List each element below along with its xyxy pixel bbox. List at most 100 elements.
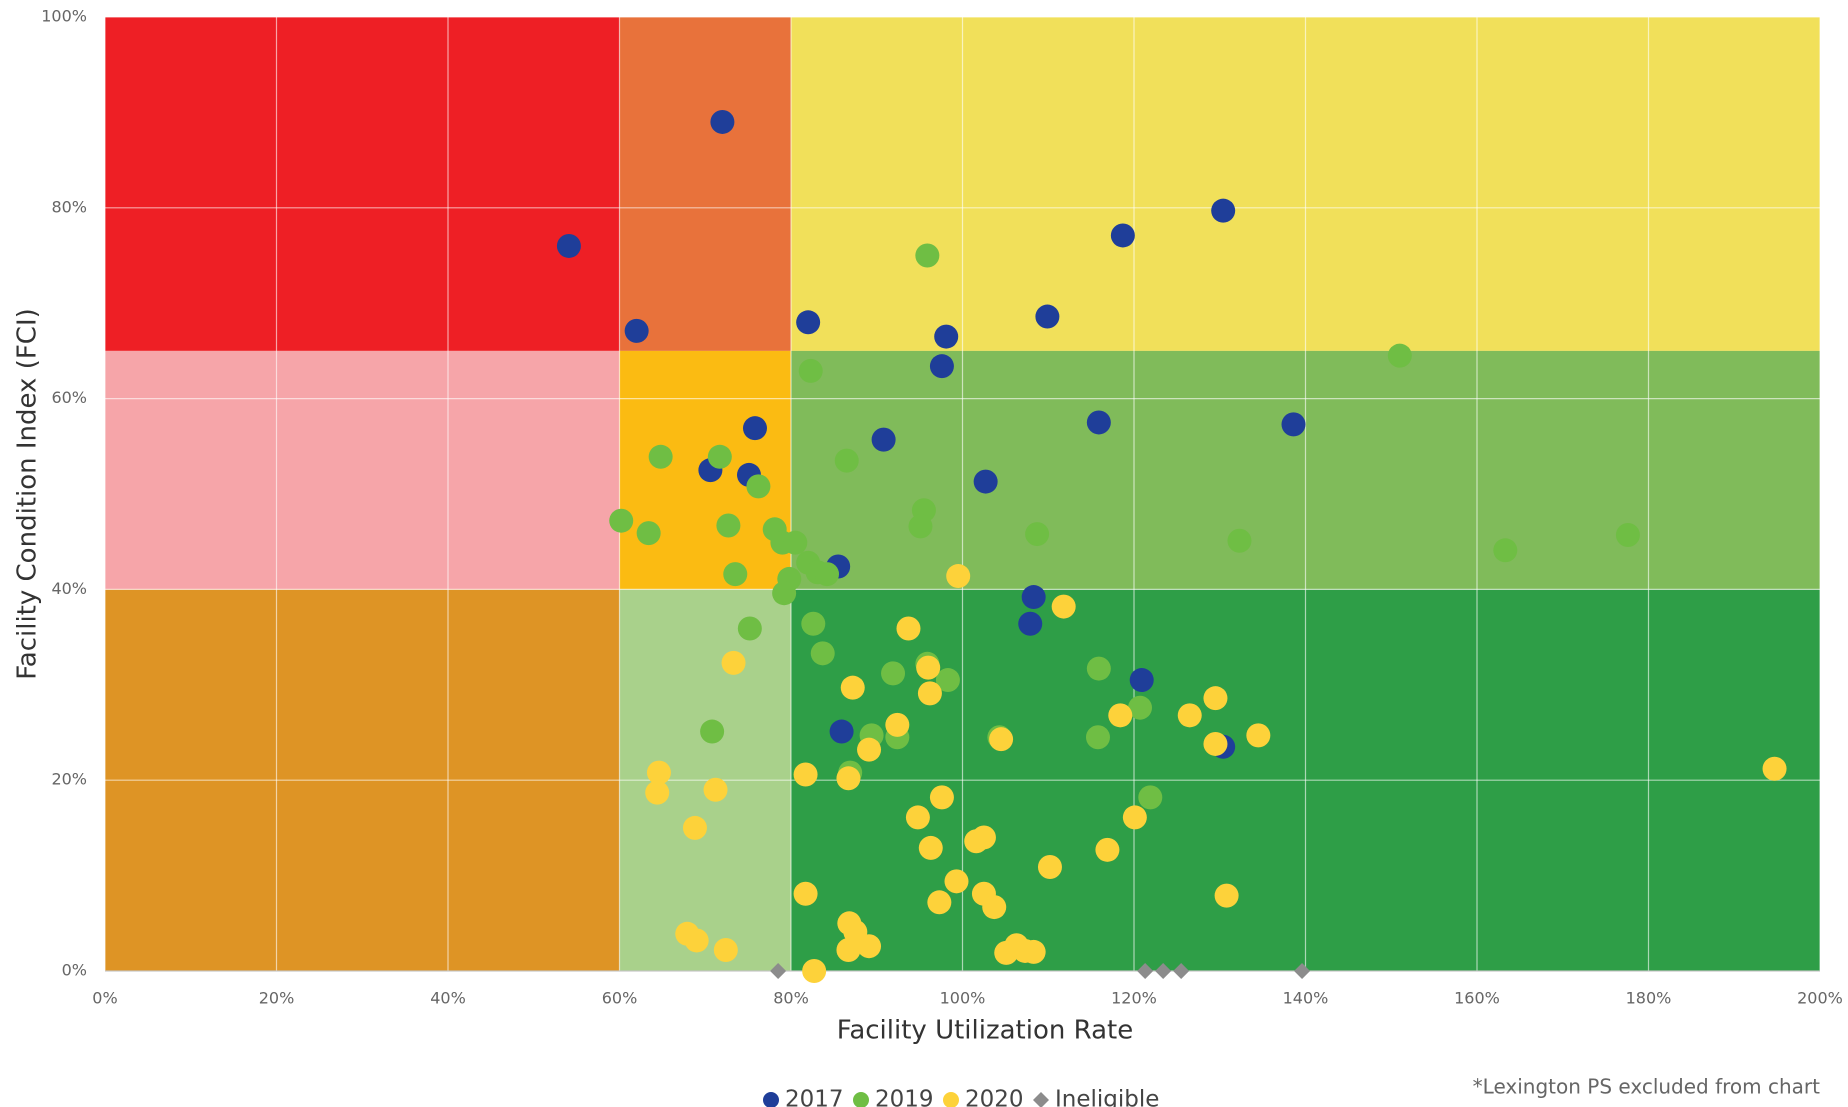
x-tick-label: 180% <box>1626 989 1672 1008</box>
marker <box>908 514 933 539</box>
marker <box>1033 1092 1049 1107</box>
marker <box>971 825 996 850</box>
marker <box>1122 805 1147 830</box>
marker <box>609 508 634 533</box>
marker <box>915 243 940 268</box>
marker <box>1387 343 1412 368</box>
marker <box>703 777 728 802</box>
marker <box>645 780 670 805</box>
marker <box>802 959 827 983</box>
series <box>556 109 1306 759</box>
x-tick-label: 100% <box>940 989 986 1008</box>
marker <box>1086 410 1111 435</box>
marker <box>810 641 835 666</box>
marker <box>707 444 732 469</box>
x-tick-label: 200% <box>1797 989 1843 1008</box>
x-tick-label: 20% <box>259 989 295 1008</box>
marker <box>1227 528 1252 553</box>
marker <box>1129 668 1154 693</box>
y-tick-label: 100% <box>41 7 87 26</box>
marker <box>1137 963 1154 979</box>
marker <box>871 427 896 452</box>
marker <box>929 785 954 810</box>
marker <box>1615 523 1640 548</box>
marker <box>624 318 649 343</box>
marker <box>1173 963 1190 979</box>
marker <box>801 611 826 636</box>
marker <box>836 938 861 963</box>
marker <box>934 324 959 349</box>
y-tick-label: 40% <box>51 579 87 598</box>
marker <box>973 469 998 494</box>
marker <box>1762 756 1787 781</box>
x-tick-label: 80% <box>773 989 809 1008</box>
marker <box>982 895 1007 920</box>
marker <box>742 416 767 441</box>
marker <box>1246 723 1271 748</box>
legend-label: Ineligible <box>1055 1087 1159 1107</box>
x-tick-label: 160% <box>1454 989 1500 1008</box>
marker <box>989 727 1014 752</box>
marker <box>881 661 906 686</box>
marker <box>1095 837 1120 862</box>
y-tick-label: 0% <box>62 961 87 980</box>
region <box>105 17 620 351</box>
marker <box>896 616 921 641</box>
marker <box>793 881 818 906</box>
marker <box>834 448 859 473</box>
marker <box>1214 883 1239 908</box>
marker <box>944 869 969 894</box>
marker <box>1294 963 1311 979</box>
marker <box>836 766 861 791</box>
marker <box>1155 963 1172 979</box>
marker <box>793 762 818 787</box>
region <box>619 17 791 351</box>
marker <box>713 938 738 963</box>
marker <box>1021 585 1046 610</box>
marker <box>710 109 735 134</box>
marker <box>556 233 581 258</box>
legend-label: 2020 <box>965 1087 1024 1107</box>
legend: 2017 2019 2020 Ineligible <box>763 1087 1159 1107</box>
marker <box>840 675 865 700</box>
marker <box>1021 939 1046 964</box>
x-tick-label: 120% <box>1111 989 1157 1008</box>
series <box>770 963 1311 979</box>
marker <box>1203 686 1228 711</box>
marker <box>935 668 960 693</box>
marker <box>1018 611 1043 636</box>
marker <box>916 655 941 680</box>
marker <box>716 513 741 538</box>
y-tick-label: 60% <box>51 388 87 407</box>
marker <box>684 928 709 953</box>
marker <box>1138 785 1163 810</box>
marker <box>943 1092 959 1107</box>
marker <box>853 1092 869 1107</box>
x-tick-label: 60% <box>602 989 638 1008</box>
marker <box>1085 725 1110 750</box>
y-tick-label: 80% <box>51 197 87 216</box>
y-axis-title: Facility Condition Index (FCI) <box>13 308 43 680</box>
series <box>645 564 1787 983</box>
marker <box>1177 703 1202 728</box>
marker <box>815 562 840 587</box>
marker <box>763 1092 779 1107</box>
legend-label: 2019 <box>875 1087 934 1107</box>
marker <box>646 760 671 785</box>
marker <box>1086 656 1111 681</box>
x-tick-label: 0% <box>92 989 117 1008</box>
marker <box>798 358 823 383</box>
marker <box>929 354 954 379</box>
y-tick-label: 20% <box>51 770 87 789</box>
marker <box>1281 412 1306 437</box>
x-tick-label: 40% <box>430 989 466 1008</box>
marker <box>927 890 952 915</box>
marker <box>917 681 942 706</box>
region <box>105 350 620 590</box>
marker <box>946 564 971 589</box>
marker <box>1493 538 1518 563</box>
marker <box>721 650 746 675</box>
series <box>609 243 1640 810</box>
marker <box>737 616 762 641</box>
